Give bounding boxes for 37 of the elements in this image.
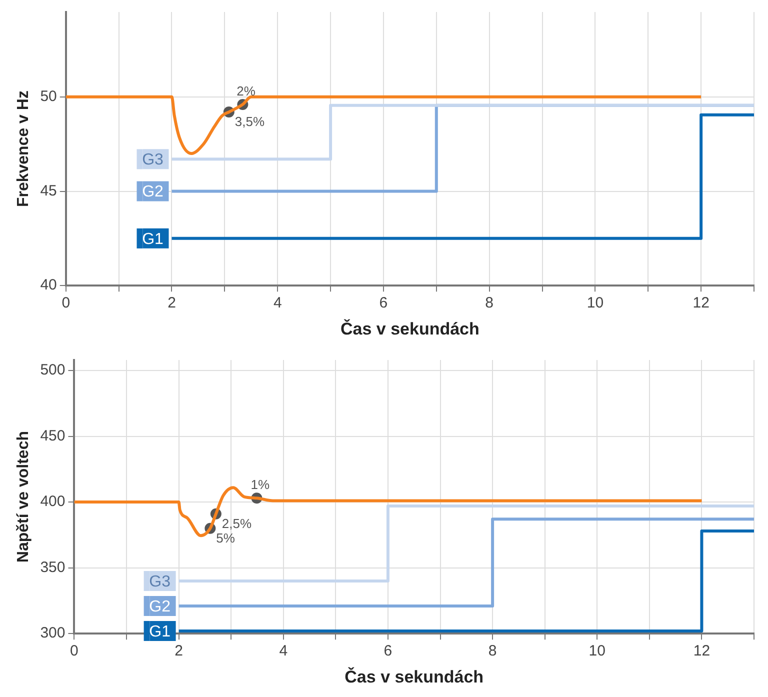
x-tick-label: 0 — [70, 642, 78, 660]
annotation: 5% — [216, 530, 236, 546]
x-tick-label: 2 — [168, 294, 176, 312]
x-tick-label: 4 — [273, 294, 282, 312]
y-tick-label: 300 — [40, 624, 66, 642]
x-tick-label: 0 — [62, 294, 70, 312]
x-tick-label: 6 — [379, 294, 388, 312]
legend-label: G2 — [142, 184, 164, 201]
x-tick-label: 10 — [588, 642, 606, 660]
legend-label: G2 — [149, 598, 171, 616]
annotation: 1% — [250, 477, 270, 492]
x-tick-label: 8 — [485, 294, 494, 312]
x-tick-label: 4 — [279, 642, 288, 660]
y-tick-label: 350 — [40, 558, 66, 576]
y-axis-title: Frekvence v Hz — [15, 90, 32, 208]
legend-label: G1 — [149, 623, 171, 640]
x-tick-label: 10 — [586, 294, 604, 312]
y-tick-label: 450 — [40, 427, 66, 444]
y-tick-label: 40 — [40, 276, 57, 294]
annotation: 2,5% — [222, 516, 252, 531]
y-tick-label: 400 — [40, 493, 66, 510]
x-tick-label: 12 — [693, 642, 710, 660]
legend-label: G1 — [142, 230, 164, 248]
legend-label: G3 — [142, 152, 164, 169]
y-tick-label: 50 — [40, 88, 57, 106]
x-tick-label: 2 — [174, 642, 183, 660]
x-axis-title: Čas v sekundách — [340, 318, 480, 338]
legend-label: G3 — [149, 573, 171, 590]
annotation: 3,5% — [234, 114, 265, 130]
y-axis-title: Napětí ve voltech — [15, 430, 32, 563]
y-tick-label: 500 — [40, 362, 66, 379]
x-tick-label: 12 — [692, 294, 710, 312]
annotation: 2% — [236, 84, 256, 99]
y-tick-label: 45 — [40, 182, 57, 200]
x-tick-label: 8 — [488, 642, 497, 660]
x-axis-title: Čas v sekundách — [344, 666, 484, 686]
x-tick-label: 6 — [384, 642, 392, 660]
